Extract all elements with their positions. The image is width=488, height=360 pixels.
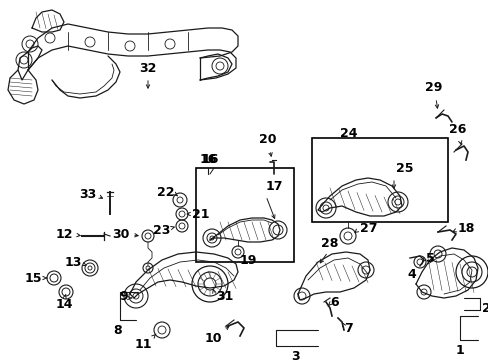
Text: 33: 33 [79,188,96,201]
Text: 16: 16 [200,153,217,166]
Text: 17: 17 [265,180,283,193]
Text: 10: 10 [204,332,222,345]
Text: 27: 27 [359,221,377,234]
Text: 25: 25 [395,162,413,175]
Text: 30: 30 [112,228,130,240]
Text: 2: 2 [481,302,488,315]
Text: 9: 9 [119,289,128,302]
Text: 3: 3 [291,350,300,360]
Bar [196,168,293,262]
Text: 8: 8 [113,324,122,337]
Text: 12: 12 [56,228,73,240]
Text: 7: 7 [343,321,352,334]
Text: 16: 16 [202,153,219,166]
Text: 22: 22 [156,185,174,198]
Text: 18: 18 [457,221,474,234]
Text: 15: 15 [24,271,42,284]
Text: 5: 5 [425,252,434,265]
Text: 6: 6 [329,296,338,309]
Text: 1: 1 [455,344,464,357]
Text: 11: 11 [134,338,152,351]
Text: 32: 32 [139,62,156,75]
Text: 20: 20 [259,133,276,146]
Text: 4: 4 [407,267,415,280]
Text: 24: 24 [339,127,357,140]
Text: 26: 26 [448,123,466,136]
Text: 31: 31 [216,290,233,303]
Text: 23: 23 [152,224,170,237]
Text: 28: 28 [321,237,338,250]
Text: 13: 13 [64,256,82,269]
Bar [311,138,447,222]
Text: 14: 14 [55,298,73,311]
Text: 19: 19 [240,254,257,267]
Text: 29: 29 [425,81,442,94]
Text: 21: 21 [192,207,209,220]
